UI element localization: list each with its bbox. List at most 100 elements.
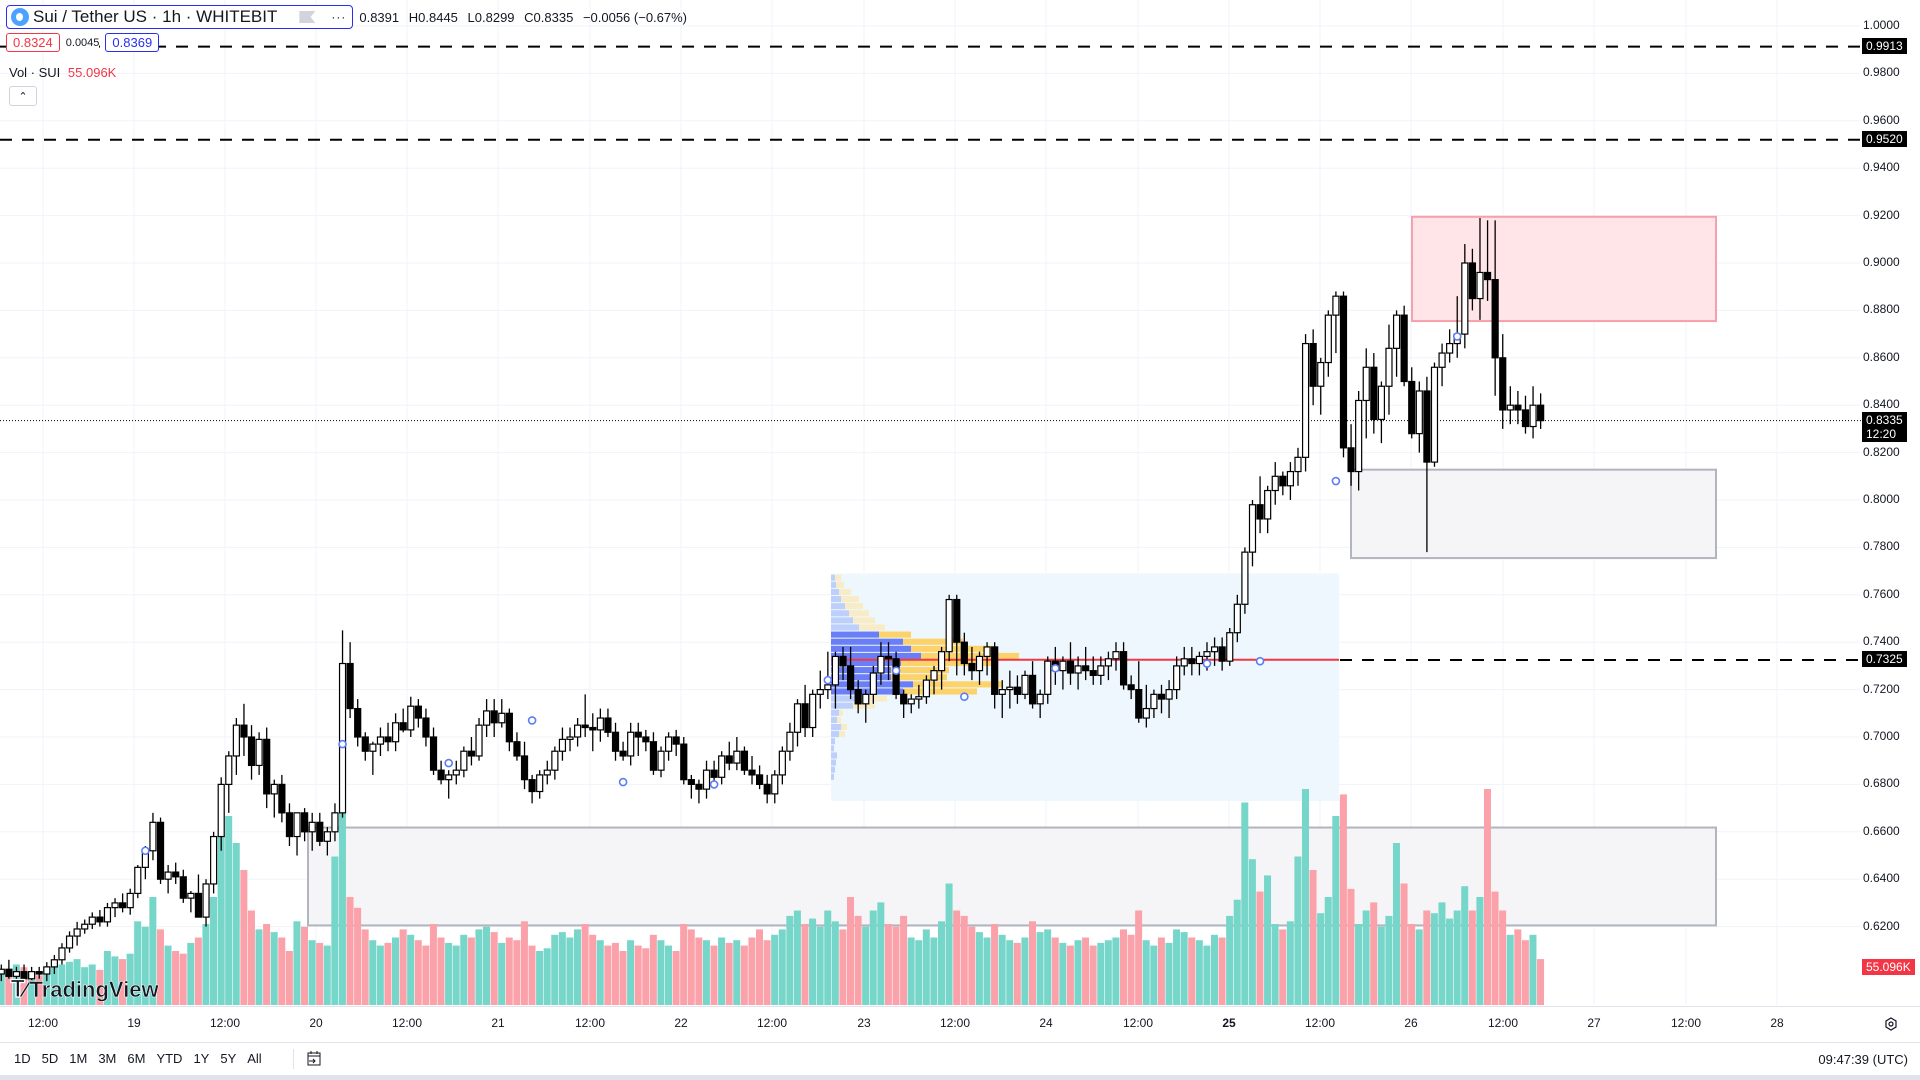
candle-bull	[28, 971, 36, 980]
volume-bar	[922, 929, 930, 1005]
candle-bear	[1339, 295, 1348, 449]
candle-bull	[1385, 347, 1393, 387]
candle-bull	[498, 712, 506, 724]
candle-bear	[1400, 314, 1408, 383]
volume-bar	[1423, 910, 1431, 1005]
volume-bar	[1385, 915, 1393, 1005]
candle-bear	[1028, 674, 1037, 705]
time-tick-label: 12:00	[1122, 1016, 1154, 1030]
profile-bar-down	[921, 652, 1019, 659]
candle-bull	[945, 598, 953, 653]
volume-bar	[1006, 940, 1014, 1005]
candle-bear	[619, 750, 627, 757]
volume-bar	[1226, 915, 1234, 1005]
collapse-legend-button[interactable]: ⌃	[9, 86, 37, 106]
time-tick-label: 25	[1222, 1016, 1236, 1030]
candle-bear	[1188, 658, 1196, 665]
candle-bear	[429, 736, 438, 771]
sell-price-button[interactable]: 0.8324	[6, 33, 60, 52]
volume-bar	[740, 945, 748, 1005]
volume-bar	[399, 929, 407, 1005]
range-button-5d[interactable]: 5D	[41, 1051, 59, 1066]
profile-bar-up	[831, 645, 911, 652]
profile-bar-down	[836, 581, 844, 588]
profile-bar-up	[831, 610, 849, 617]
volume-legend: Vol · SUI 55.096K	[9, 65, 116, 80]
candle-bear	[634, 731, 642, 738]
price-tick-label: 0.7200	[1863, 681, 1900, 696]
range-button-1y[interactable]: 1Y	[193, 1051, 210, 1066]
candle-bull	[270, 783, 278, 795]
candle-bear	[1537, 404, 1545, 422]
bottom-toolbar: 1D 5D 1M 3M 6M YTD 1Y 5Y All 09:47:39 (UTC)	[0, 1042, 1920, 1076]
candle-bear	[900, 693, 908, 705]
profile-bar-down	[839, 588, 851, 595]
event-marker-icon	[709, 780, 719, 789]
candle-bear	[1256, 504, 1264, 520]
range-button-3m[interactable]: 3M	[98, 1051, 117, 1066]
time-tick-label: 26	[1404, 1016, 1418, 1030]
volume-bar	[793, 910, 801, 1005]
candle-bear	[1119, 651, 1128, 686]
volume-bar	[1392, 843, 1400, 1005]
more-options-icon[interactable]: ···	[331, 10, 347, 24]
candle-bear	[1013, 686, 1022, 695]
candle-bull	[665, 736, 673, 752]
volume-bar	[1309, 870, 1317, 1005]
range-button-1m[interactable]: 1M	[69, 1051, 88, 1066]
candle-bear	[346, 662, 354, 710]
last-price-value: 0.8335	[1866, 412, 1903, 427]
volume-bar	[1233, 899, 1241, 1005]
volume-bar	[210, 897, 218, 1005]
time-tick-label: 22	[674, 1016, 688, 1030]
candle-bear	[1082, 665, 1090, 672]
candle-bear	[414, 705, 422, 719]
candle-bull	[225, 755, 233, 786]
range-button-6m[interactable]: 6M	[127, 1051, 146, 1066]
candle-bull	[1264, 489, 1272, 520]
volume-bar	[1248, 859, 1256, 1005]
volume-bar	[915, 940, 923, 1005]
candle-bull	[1210, 646, 1219, 653]
chart-settings-gear-icon[interactable]	[1884, 1017, 1898, 1031]
volume-bar	[930, 937, 938, 1005]
range-button-ytd[interactable]: YTD	[156, 1051, 183, 1066]
candle-bull	[778, 750, 786, 776]
volume-bar	[270, 932, 278, 1005]
volume-bar	[649, 934, 657, 1005]
range-button-1d[interactable]: 1D	[14, 1051, 31, 1066]
volume-bar	[1506, 934, 1514, 1005]
volume-bar	[65, 961, 73, 1005]
candle-bear	[687, 779, 695, 785]
symbol-title: Sui / Tether US · 1h · WHITEBIT	[33, 7, 278, 26]
flag-icon[interactable]	[299, 11, 316, 23]
candle-bull	[983, 646, 991, 658]
bid-ask-row: 0.8324 0.0045 0.8369	[6, 33, 160, 52]
candle-bull	[1355, 399, 1363, 473]
range-button-all[interactable]: All	[247, 1051, 262, 1066]
go-to-date-calendar-icon[interactable]	[306, 1050, 322, 1066]
symbol-title-box[interactable]: Sui / Tether US · 1h · WHITEBIT ···	[6, 5, 354, 29]
event-marker-icon	[444, 758, 453, 768]
candle-bull	[338, 662, 347, 814]
volume-bar	[1051, 937, 1059, 1005]
volume-bar	[240, 870, 248, 1005]
volume-bar	[1476, 897, 1484, 1005]
candle-bear	[1135, 688, 1143, 719]
volume-bar	[1453, 910, 1461, 1005]
price-chart[interactable]	[0, 0, 1920, 1042]
candle-bull	[73, 928, 81, 937]
candle-bull	[922, 679, 931, 698]
utc-clock[interactable]: 09:47:39 (UTC)	[1818, 1052, 1908, 1067]
candle-bear	[20, 971, 28, 980]
volume-bar	[1210, 934, 1218, 1005]
volume-bar	[293, 921, 301, 1005]
event-marker-icon	[527, 716, 537, 725]
range-button-5y[interactable]: 5Y	[220, 1051, 237, 1066]
candle-bear	[1521, 409, 1530, 428]
buy-price-button[interactable]: 0.8369	[105, 33, 160, 52]
candle-bull	[1165, 688, 1173, 700]
event-marker-icon	[1452, 332, 1462, 341]
volume-bar	[1241, 802, 1249, 1005]
volume-bar	[596, 940, 604, 1005]
